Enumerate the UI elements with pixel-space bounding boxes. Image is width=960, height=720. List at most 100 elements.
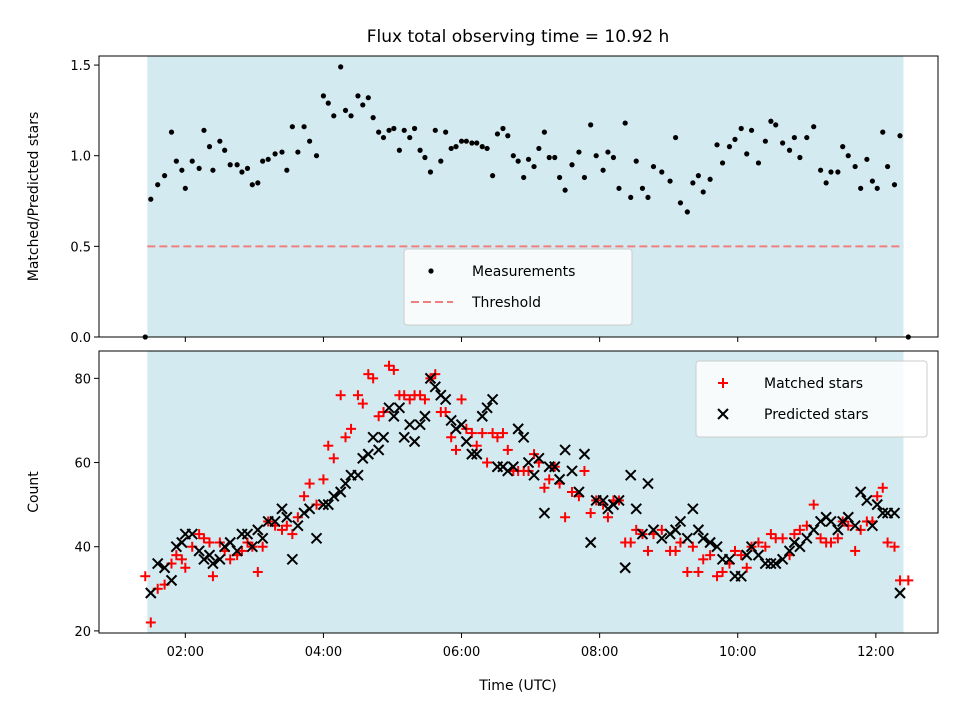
- matched-stars-point: [477, 428, 488, 439]
- measurements-point: [897, 133, 903, 139]
- measurements-point: [748, 127, 755, 133]
- measurements-point: [531, 163, 537, 170]
- matched-stars-point: [357, 398, 368, 409]
- measurements-point: [645, 194, 651, 201]
- matched-stars-point: [850, 545, 861, 556]
- measurements-point: [864, 156, 870, 162]
- predicted-stars-point: [765, 557, 777, 570]
- ratio-x-ticks: [184, 337, 877, 342]
- measurements-point: [562, 187, 568, 193]
- predicted-stars-point: [584, 536, 597, 549]
- measurements-point: [884, 163, 891, 170]
- measurements-point: [458, 138, 465, 144]
- matched-stars-point: [872, 491, 883, 502]
- predicted-stars-point: [647, 524, 660, 536]
- measurements-point: [342, 107, 349, 113]
- measurements-point: [690, 180, 696, 186]
- matched-stars-point: [257, 541, 268, 552]
- measurements-point: [182, 185, 188, 191]
- measurements-point: [217, 138, 223, 144]
- measurements-point: [891, 182, 898, 188]
- matched-stars-point: [889, 541, 900, 552]
- ratio-plot-frame: [98, 55, 939, 338]
- matched-stars-point: [388, 364, 399, 375]
- matched-stars-point: [466, 428, 477, 439]
- measurements-point: [417, 147, 423, 153]
- predicted-stars-point: [322, 498, 334, 511]
- matched-stars-point: [497, 428, 508, 439]
- predicted-stars-point: [735, 570, 747, 582]
- predicted-stars-point: [252, 524, 264, 536]
- predicted-stars-point: [367, 431, 379, 443]
- measurements-point: [148, 196, 154, 202]
- predicted-stars-point: [692, 524, 705, 536]
- predicted-stars-legend-marker: [717, 408, 729, 420]
- predicted-stars-point: [286, 553, 299, 566]
- predicted-stars-point: [404, 418, 416, 431]
- predicted-stars-point: [481, 402, 493, 414]
- measurements-point: [845, 153, 851, 159]
- matched-stars-legend-label: Matched stars: [764, 376, 863, 392]
- predicted-stars-point: [522, 456, 535, 469]
- measurements-point: [828, 169, 834, 175]
- measurements-point: [797, 154, 803, 161]
- measurements-legend-label: Measurements: [472, 264, 575, 280]
- matched-stars-point: [346, 423, 357, 434]
- measurements-point: [443, 129, 449, 135]
- predicted-stars-point: [388, 410, 400, 422]
- predicted-stars-point: [429, 381, 441, 393]
- matched-stars-point: [560, 512, 571, 523]
- predicted-stars-point: [842, 511, 854, 523]
- predicted-stars-point: [383, 402, 395, 414]
- measurements-point: [331, 113, 337, 119]
- measurements-point: [173, 158, 179, 164]
- predicted-stars-point: [186, 528, 198, 540]
- predicted-stars-point: [559, 444, 571, 456]
- x-axis: 02:00 04:00 06:00 08:00 10:00 12:00: [167, 633, 895, 660]
- measurements-point: [738, 125, 744, 132]
- predicted-stars-point: [723, 553, 736, 566]
- predicted-stars-point: [276, 503, 288, 515]
- predicted-stars-point: [455, 418, 468, 431]
- measurements-point: [840, 144, 846, 150]
- predicted-stars-point: [877, 507, 889, 519]
- predicted-stars-point: [704, 536, 716, 549]
- measurements-point: [835, 169, 841, 175]
- matched-stars-point: [207, 571, 218, 582]
- measurements-point: [650, 163, 657, 170]
- predicted-stars-point: [158, 562, 171, 574]
- measurements-point: [255, 180, 261, 186]
- predicted-stars-point: [241, 528, 254, 540]
- measurements-point: [659, 169, 665, 175]
- measurements-point: [206, 144, 213, 150]
- legend-box: [695, 360, 928, 438]
- measurements-point: [453, 144, 459, 150]
- measurements-point: [521, 174, 527, 181]
- predicted-stars-point: [145, 587, 157, 599]
- predicted-stars-point: [476, 410, 488, 422]
- measurements-point: [325, 100, 331, 106]
- matched-stars-point: [236, 545, 247, 556]
- matched-stars-point: [492, 432, 503, 443]
- measurements-point: [289, 124, 295, 130]
- measurements-point: [463, 138, 469, 144]
- measurements-point: [307, 138, 313, 144]
- matched-stars-point: [318, 474, 329, 485]
- predicted-stars-point: [517, 431, 530, 443]
- measurements-point: [744, 151, 750, 157]
- matched-stars-point: [825, 537, 836, 548]
- matched-stars-point: [176, 554, 187, 565]
- predicted-stars-point: [281, 511, 293, 523]
- matched-stars-point: [171, 550, 182, 561]
- predicted-stars-point: [393, 402, 406, 414]
- y-tick-label: 1.0: [70, 150, 91, 165]
- predicted-stars-point: [528, 469, 540, 481]
- predicted-stars-point: [419, 410, 431, 422]
- predicted-stars-point: [888, 507, 901, 519]
- measurements-point: [407, 134, 413, 141]
- y-tick-label: 0.0: [70, 331, 91, 346]
- predicted-stars-point: [687, 503, 699, 515]
- measurements-point: [768, 118, 774, 124]
- measurements-point: [852, 163, 858, 170]
- ratio-legend: Measurements Threshold: [403, 248, 633, 326]
